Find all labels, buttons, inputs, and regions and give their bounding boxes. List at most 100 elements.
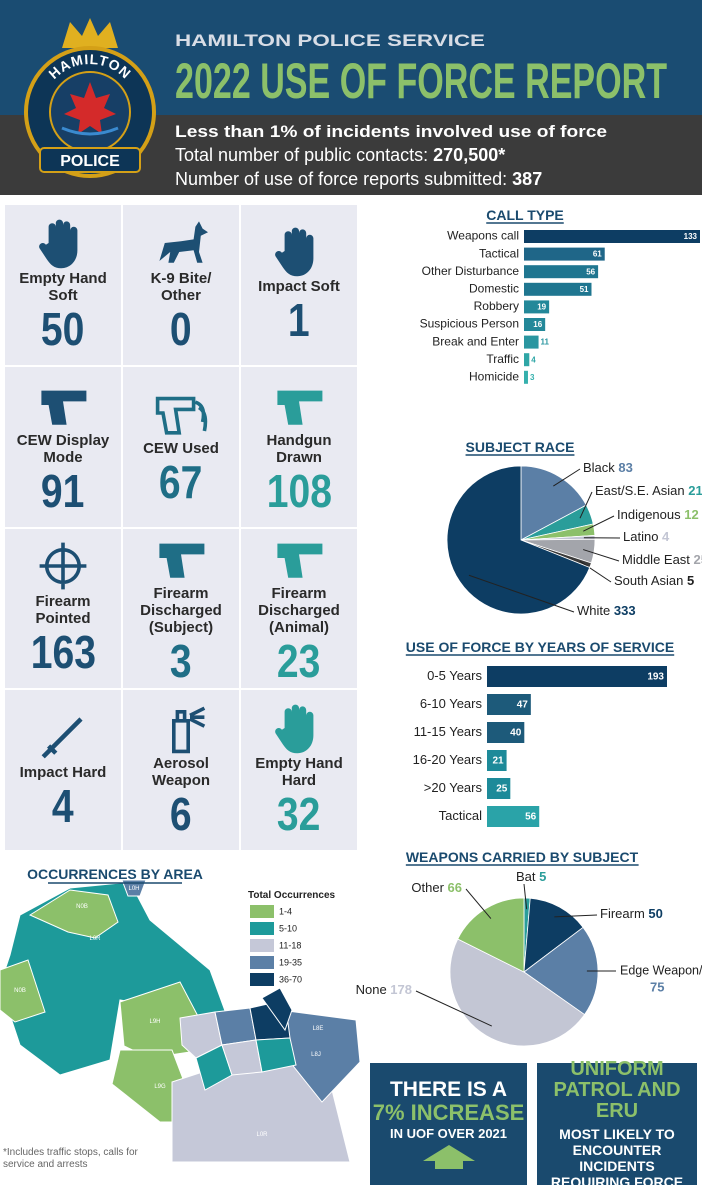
tile-value: 32 <box>277 788 321 841</box>
tile: Impact Hard 4 <box>5 690 121 850</box>
icon-shape <box>159 543 205 578</box>
pie-value: 12 <box>684 507 698 522</box>
reports-label: Number of use of force reports submitted… <box>175 169 507 189</box>
bar-value: 21 <box>492 756 504 767</box>
bar-value: 133 <box>684 232 698 241</box>
bar-label: 0-5 Years <box>427 668 482 683</box>
tile: CEW Used 67 <box>123 366 239 527</box>
bar-label: Domestic <box>469 281 519 295</box>
bar-label: Robbery <box>474 299 519 313</box>
reports-value: 387 <box>512 169 542 189</box>
pie-value: 75 <box>650 979 664 994</box>
bar <box>524 335 539 349</box>
bar-label: Traffic <box>486 352 519 366</box>
bar-label: Break and Enter <box>432 334 519 348</box>
bar-label: Weapons call <box>447 229 519 243</box>
icon-shape <box>275 227 314 277</box>
bar-label: 16-20 Years <box>413 752 483 767</box>
bar <box>524 370 528 384</box>
tile: Firearm Pointed 163 <box>5 528 121 689</box>
icon-shape <box>159 221 208 263</box>
pie-label-group: Latino 4 <box>623 529 670 544</box>
footnote: *Includes traffic stops, calls for servi… <box>3 1147 138 1170</box>
tile: Firearm Discharged (Animal) 23 <box>241 528 357 689</box>
bar <box>524 318 546 331</box>
logo: HAMILTON POLICE <box>24 18 156 178</box>
pie-label: Other <box>411 880 444 895</box>
icon-shape <box>277 390 323 425</box>
tile-icon <box>39 219 78 269</box>
bar <box>524 247 605 261</box>
tile: CEW Display Mode 91 <box>5 366 121 527</box>
pie-label: None <box>356 982 387 997</box>
tile-value: 1 <box>288 294 310 347</box>
highlight: Less than 1% of incidents involved use o… <box>175 122 607 141</box>
pie-value: 21 <box>688 483 702 498</box>
bar-label: 6-10 Years <box>420 696 483 711</box>
bar-label: Tactical <box>479 246 519 260</box>
leader-line <box>579 561 612 583</box>
pie-value: 66 <box>448 880 462 895</box>
tile-icon <box>159 221 208 263</box>
tile-label: K-9 Bite/ Other <box>150 269 212 304</box>
area-code: N0B <box>76 904 88 910</box>
bar <box>487 722 525 743</box>
pie-value: 5 <box>539 869 546 884</box>
map-title: OCCURRENCES BY AREA <box>27 866 203 882</box>
bar-label: 11-15 Years <box>414 724 483 739</box>
bar-value: 25 <box>496 784 508 795</box>
pie-label: South Asian <box>614 573 683 588</box>
bar <box>487 666 667 687</box>
tile-grid: Empty Hand Soft 50 K-9 Bite/ Other 0 Impact … <box>5 205 357 850</box>
callout-line: MOST LIKELY TO ENCOUNTER INCIDENTS REQUI… <box>550 1125 684 1190</box>
bar <box>487 694 531 715</box>
pie-slice <box>457 897 525 973</box>
contacts-label: Total number of public contacts: <box>175 145 428 165</box>
pie-label-group: East/S.E. Asian 21 <box>595 483 702 498</box>
leader-line <box>523 883 528 910</box>
bar-value: 51 <box>580 285 589 294</box>
legend-label: 36-70 <box>279 974 302 984</box>
bar <box>487 806 540 827</box>
map-area <box>0 959 46 1023</box>
pie-label-group: Indigenous 12 <box>617 507 699 522</box>
org-name: HAMILTON POLICE SERVICE <box>175 31 485 50</box>
tile: Empty Hand Hard 32 <box>241 690 357 850</box>
tile-icon <box>155 396 208 435</box>
pie-label: Indigenous <box>617 507 681 522</box>
pie-label: Edge Weapon/Knife <box>620 963 702 977</box>
pie-value: 5 <box>687 573 694 588</box>
chart-title: CALL TYPE <box>486 207 564 223</box>
chart-title: WEAPONS CARRIED BY SUBJECT <box>406 849 639 865</box>
bar-label: >20 Years <box>424 780 483 795</box>
bar-label: Other Disturbance <box>422 264 520 278</box>
tile-label: CEW Used <box>143 440 219 458</box>
legend-title: Total Occurrences <box>248 890 336 901</box>
tile-label: Firearm Pointed <box>35 593 91 628</box>
contacts-value: 270,500* <box>433 145 505 165</box>
tile-label: CEW Display Mode <box>16 431 110 466</box>
pie-value: 4 <box>662 529 670 544</box>
report-title: 2022 USE OF FORCE REPORT <box>175 53 667 109</box>
area-code: L9G <box>154 1084 166 1090</box>
bar-value: 3 <box>530 373 535 382</box>
pie-label-group: South Asian 5 <box>614 573 694 588</box>
tile-label: Aerosol Weapon <box>151 755 211 790</box>
tile-icon <box>275 227 314 277</box>
icon-shape <box>41 390 87 425</box>
pie-label: Latino <box>623 529 658 544</box>
pie-label: White <box>577 603 610 618</box>
tile-label: Impact Hard <box>19 763 107 781</box>
legend-swatch <box>250 922 274 935</box>
bar-label: Tactical <box>439 808 482 823</box>
icon-shape <box>41 717 83 759</box>
legend-swatch <box>250 956 274 969</box>
tile-icon <box>275 704 314 754</box>
tile-icon <box>39 542 87 590</box>
legend-label: 19-35 <box>279 957 302 967</box>
tile-label: Firearm Discharged (Subject) <box>140 584 222 636</box>
area-code: L0R <box>256 1132 268 1138</box>
bar <box>524 300 550 314</box>
legend-label: 5-10 <box>279 923 297 933</box>
